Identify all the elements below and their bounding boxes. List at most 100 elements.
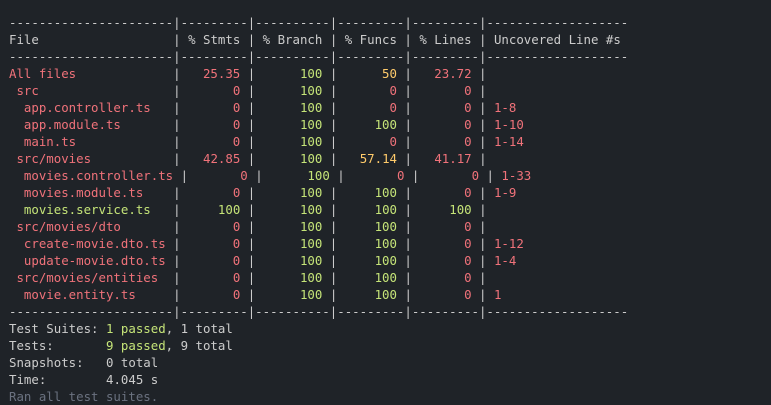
funcs-value: 100: [374, 270, 397, 285]
separator: ----------------------|---------|-------…: [9, 49, 629, 64]
branch-value: 100: [299, 253, 323, 268]
summary-line: Snapshots: 0 total: [9, 354, 628, 371]
header-cell: % Lines: [419, 32, 472, 47]
summary-passed: 9 passed: [105, 338, 166, 353]
uncovered-lines: 1-4: [493, 253, 517, 268]
uncovered-lines: 1-9: [493, 185, 517, 200]
funcs-value: 0: [389, 134, 397, 149]
header-cell: % Stmts: [188, 32, 241, 47]
lines-value: 0: [464, 100, 472, 115]
summary-line: Tests: 9 passed, 9 total: [9, 338, 233, 353]
header-cell: % Funcs: [344, 32, 397, 47]
coverage-row: main.ts | 0 | 100 | 0 | 0 | 1-14: [9, 134, 524, 149]
stmts-value: 0: [232, 270, 241, 285]
header-cell: File: [9, 32, 39, 47]
file-name: src/movies/dto: [9, 219, 121, 234]
lines-value: 0: [464, 253, 472, 268]
branch-value: 100: [299, 83, 323, 98]
branch-value: 100: [299, 287, 323, 302]
stmts-value: 0: [232, 253, 241, 268]
summary-total: 1 total: [180, 321, 233, 336]
coverage-row: src/movies | 42.85 | 100 | 57.14 | 41.17…: [9, 151, 487, 166]
summary-total: 4.045 s: [106, 372, 159, 387]
funcs-value: 100: [374, 117, 397, 132]
lines-value: 0: [464, 270, 472, 285]
funcs-value: 0: [396, 168, 405, 183]
file-name: update-movie.dto.ts: [9, 253, 166, 268]
stmts-value: 0: [232, 83, 241, 98]
funcs-value: 50: [382, 66, 397, 81]
file-name: app.controller.ts: [9, 100, 151, 115]
footer-text: Ran all test suites.: [9, 389, 159, 404]
stmts-value: 0: [232, 134, 241, 149]
uncovered-lines: 1-8: [493, 100, 517, 115]
stmts-value: 0: [232, 117, 241, 132]
lines-value: 0: [464, 219, 472, 234]
lines-value: 23.72: [434, 66, 472, 81]
file-name: movies.module.ts: [9, 185, 144, 200]
funcs-value: 100: [374, 185, 397, 200]
footer-line: Ran all test suites.: [9, 388, 628, 405]
coverage-row: src/movies/dto | 0 | 100 | 100 | 0 |: [9, 219, 487, 234]
funcs-value: 100: [374, 287, 397, 302]
funcs-value: 0: [389, 83, 397, 98]
branch-value: 100: [299, 270, 323, 285]
header-cell: Uncovered Line #s: [493, 32, 621, 47]
stmts-value: 0: [240, 168, 248, 183]
separator: ----------------------|---------|-------…: [9, 304, 629, 319]
branch-value: 100: [299, 236, 323, 251]
coverage-row: src | 0 | 100 | 0 | 0 |: [9, 83, 487, 98]
lines-value: 0: [464, 287, 472, 302]
lines-value: 41.17: [434, 151, 472, 166]
file-name: src: [9, 83, 39, 98]
summary-passed: 1 passed: [106, 321, 166, 336]
branch-value: 100: [299, 202, 323, 217]
uncovered-lines: 1-33: [501, 168, 532, 183]
file-name: movie.entity.ts: [9, 287, 136, 302]
stmts-value: 0: [232, 185, 241, 200]
funcs-value: 100: [374, 236, 397, 251]
branch-value: 100: [299, 117, 323, 132]
file-name: movies.controller.ts: [9, 168, 174, 183]
branch-value: 100: [299, 100, 323, 115]
separator: ----------------------|---------|-------…: [9, 15, 629, 30]
stmts-value: 0: [232, 100, 241, 115]
funcs-value: 100: [374, 253, 397, 268]
lines-value: 0: [464, 185, 472, 200]
file-name: app.module.ts: [9, 117, 121, 132]
file-name: src/movies: [9, 151, 92, 166]
summary-label: Snapshots:: [9, 355, 84, 370]
summary-label: Time:: [9, 372, 47, 387]
coverage-row: All files | 25.35 | 100 | 50 | 23.72 |: [9, 66, 487, 81]
branch-value: 100: [299, 151, 323, 166]
coverage-row: movies.module.ts | 0 | 100 | 100 | 0 | 1…: [9, 185, 517, 200]
coverage-row: movies.service.ts | 100 | 100 | 100 | 10…: [9, 202, 487, 217]
lines-value: 0: [471, 168, 480, 183]
uncovered-lines: 1-12: [493, 236, 524, 251]
stmts-value: 25.35: [202, 66, 241, 81]
coverage-row: movies.controller.ts | 0 | 100 | 0 | 0 |…: [9, 168, 532, 183]
file-name: main.ts: [9, 134, 77, 149]
coverage-row: src/movies/entities | 0 | 100 | 100 | 0 …: [9, 270, 487, 285]
branch-value: 100: [299, 66, 323, 81]
header-cell: % Branch: [262, 32, 323, 47]
summary-line: Test Suites: 1 passed, 1 total: [9, 321, 233, 336]
stmts-value: 100: [217, 202, 241, 217]
funcs-value: 0: [389, 100, 397, 115]
funcs-value: 100: [374, 219, 397, 234]
coverage-row: update-movie.dto.ts | 0 | 100 | 100 | 0 …: [9, 253, 517, 268]
stmts-value: 0: [232, 219, 241, 234]
file-name: src/movies/entities: [9, 270, 159, 285]
summary-label: Test Suites:: [9, 321, 99, 336]
header-row: File | % Stmts | % Branch | % Funcs | % …: [9, 32, 621, 47]
coverage-row: app.module.ts | 0 | 100 | 100 | 0 | 1-10: [9, 117, 524, 132]
terminal-output: ----------------------|---------|-------…: [9, 14, 628, 405]
branch-value: 100: [299, 219, 323, 234]
stmts-value: 0: [232, 236, 241, 251]
lines-value: 0: [464, 117, 472, 132]
uncovered-lines: 1-14: [493, 134, 524, 149]
lines-value: 0: [464, 134, 472, 149]
uncovered-lines: 1-10: [493, 117, 524, 132]
lines-value: 0: [464, 236, 472, 251]
lines-value: 0: [464, 83, 472, 98]
